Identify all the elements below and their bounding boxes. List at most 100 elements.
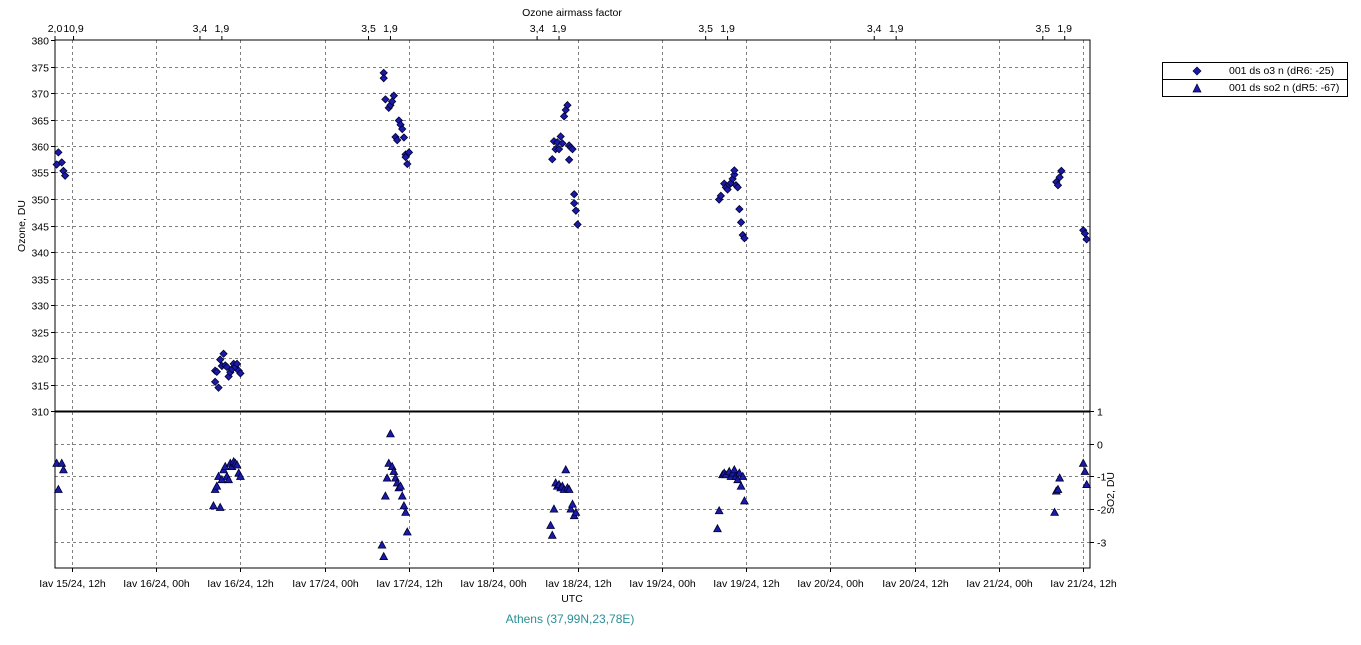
o3-point: [236, 369, 245, 378]
top-tick-label: 3,4: [530, 23, 545, 35]
o3-point: [403, 159, 412, 169]
legend-item-o3[interactable]: 001 ds o3 n (dR6: -25): [1163, 63, 1347, 79]
o3-point: [54, 148, 63, 157]
o3-point: [389, 91, 398, 100]
grid-lines: [55, 40, 1090, 568]
o3-point: [563, 101, 572, 110]
y-right-tick-label: -1: [1097, 472, 1106, 484]
y-left-tick-label: 360: [31, 142, 49, 154]
top-tick-label: 3,5: [1035, 23, 1050, 35]
o3-point: [381, 95, 390, 104]
y-left-tick-label: 310: [31, 407, 49, 419]
o3-point: [553, 138, 562, 147]
top-tick-label: 3,4: [867, 23, 882, 35]
legend-item-so2[interactable]: 001 ds so2 n (dR5: -67): [1163, 79, 1347, 96]
so2-point: [738, 471, 748, 480]
top-tick-label: 1,9: [552, 23, 567, 35]
so2-point: [547, 530, 557, 539]
top-tick-label: 1,9: [383, 23, 398, 35]
so2-point: [57, 458, 67, 467]
top-tick-label: 3,4: [193, 23, 208, 35]
o3-point: [740, 234, 749, 243]
so2-point: [380, 491, 390, 500]
o3-point: [730, 170, 739, 179]
top-tick-label: 2,0: [48, 23, 63, 35]
x-tick-label: Iav 19/24, 12h: [713, 578, 780, 590]
o3-point: [401, 152, 410, 162]
top-tick-label: 3,5: [361, 23, 376, 35]
o3-point: [1053, 181, 1063, 190]
y-right-tick-label: 1: [1097, 407, 1103, 419]
o3-point: [570, 190, 579, 199]
y-left-tick-label: 330: [31, 301, 49, 313]
o3-point: [573, 220, 582, 229]
x-tick-label: Iav 15/24, 12h: [39, 578, 106, 590]
y-left-tick-label: 365: [31, 116, 49, 128]
top-tick-label: 1,9: [720, 23, 735, 35]
o3-point: [548, 155, 557, 164]
y-left-tick-label: 340: [31, 248, 49, 260]
o3-point: [1082, 235, 1091, 244]
o3-point: [1057, 166, 1066, 176]
so2-point: [546, 520, 556, 529]
so2-point: [714, 505, 724, 515]
o3-point: [1055, 173, 1064, 182]
y-right-tick-label: 0: [1097, 440, 1103, 452]
top-tick-label: 1,9: [889, 23, 904, 35]
o3-point: [398, 124, 407, 134]
y-left-tick-label: 375: [31, 63, 49, 75]
data-markers: [52, 68, 1092, 560]
o3-point: [219, 349, 228, 358]
y-left-tick-label: 320: [31, 354, 49, 366]
y-right-tick-label: -2: [1097, 505, 1106, 517]
o3-point: [568, 145, 577, 154]
so2-point: [561, 465, 571, 474]
so2-point: [232, 460, 242, 469]
so2-point: [385, 429, 395, 438]
y-right-tick-label: -3: [1097, 538, 1106, 550]
x-tick-label: Iav 21/24, 12h: [1050, 578, 1117, 590]
so2-point: [1080, 466, 1090, 475]
o3-point: [404, 148, 414, 157]
left-y-axis-title: Ozone, DU: [16, 200, 28, 252]
o3-point: [554, 145, 564, 154]
so2-point: [397, 491, 407, 500]
x-tick-label: Iav 20/24, 00h: [797, 578, 864, 590]
so2-point: [208, 501, 218, 510]
o3-point: [379, 73, 388, 83]
so2-point: [402, 527, 412, 536]
so2-point: [739, 496, 749, 505]
so2-point: [1055, 473, 1065, 482]
o3-point: [723, 185, 732, 194]
o3-point: [733, 183, 742, 192]
diamond-marker-icon: [1192, 66, 1202, 76]
o3-point: [556, 132, 565, 141]
so2-point: [1053, 484, 1063, 493]
o3-point: [564, 155, 574, 164]
so2-point: [382, 473, 392, 482]
so2-point: [389, 466, 399, 475]
so2-point: [549, 504, 559, 513]
top-axis-title: Ozone airmass factor: [522, 7, 622, 19]
x-tick-label: Iav 16/24, 00h: [123, 578, 190, 590]
x-axis-title: UTC: [561, 593, 583, 605]
so2-point: [736, 481, 746, 490]
x-tick-label: Iav 19/24, 00h: [629, 578, 696, 590]
o3-point: [393, 136, 402, 145]
o3-point: [571, 206, 581, 215]
o3-point: [210, 377, 220, 387]
plot-frame: [54, 39, 1091, 569]
y-left-tick-label: 345: [31, 222, 49, 234]
x-tick-label: Iav 18/24, 00h: [460, 578, 527, 590]
y-left-tick-label: 380: [31, 36, 49, 48]
legend: 001 ds o3 n (dR6: -25) 001 ds so2 n (dR5…: [1162, 62, 1348, 97]
o3-point: [735, 204, 744, 214]
so2-point: [215, 502, 225, 511]
so2-point: [571, 507, 581, 516]
o3-point: [212, 367, 221, 376]
o3-point: [730, 166, 739, 175]
axis-ticks: Iav 15/24, 12h Iav 16/24, 00h Iav 16/24, 1…: [31, 23, 1116, 590]
so2-point: [401, 507, 411, 516]
top-tick-label: 1,9: [1057, 23, 1072, 35]
